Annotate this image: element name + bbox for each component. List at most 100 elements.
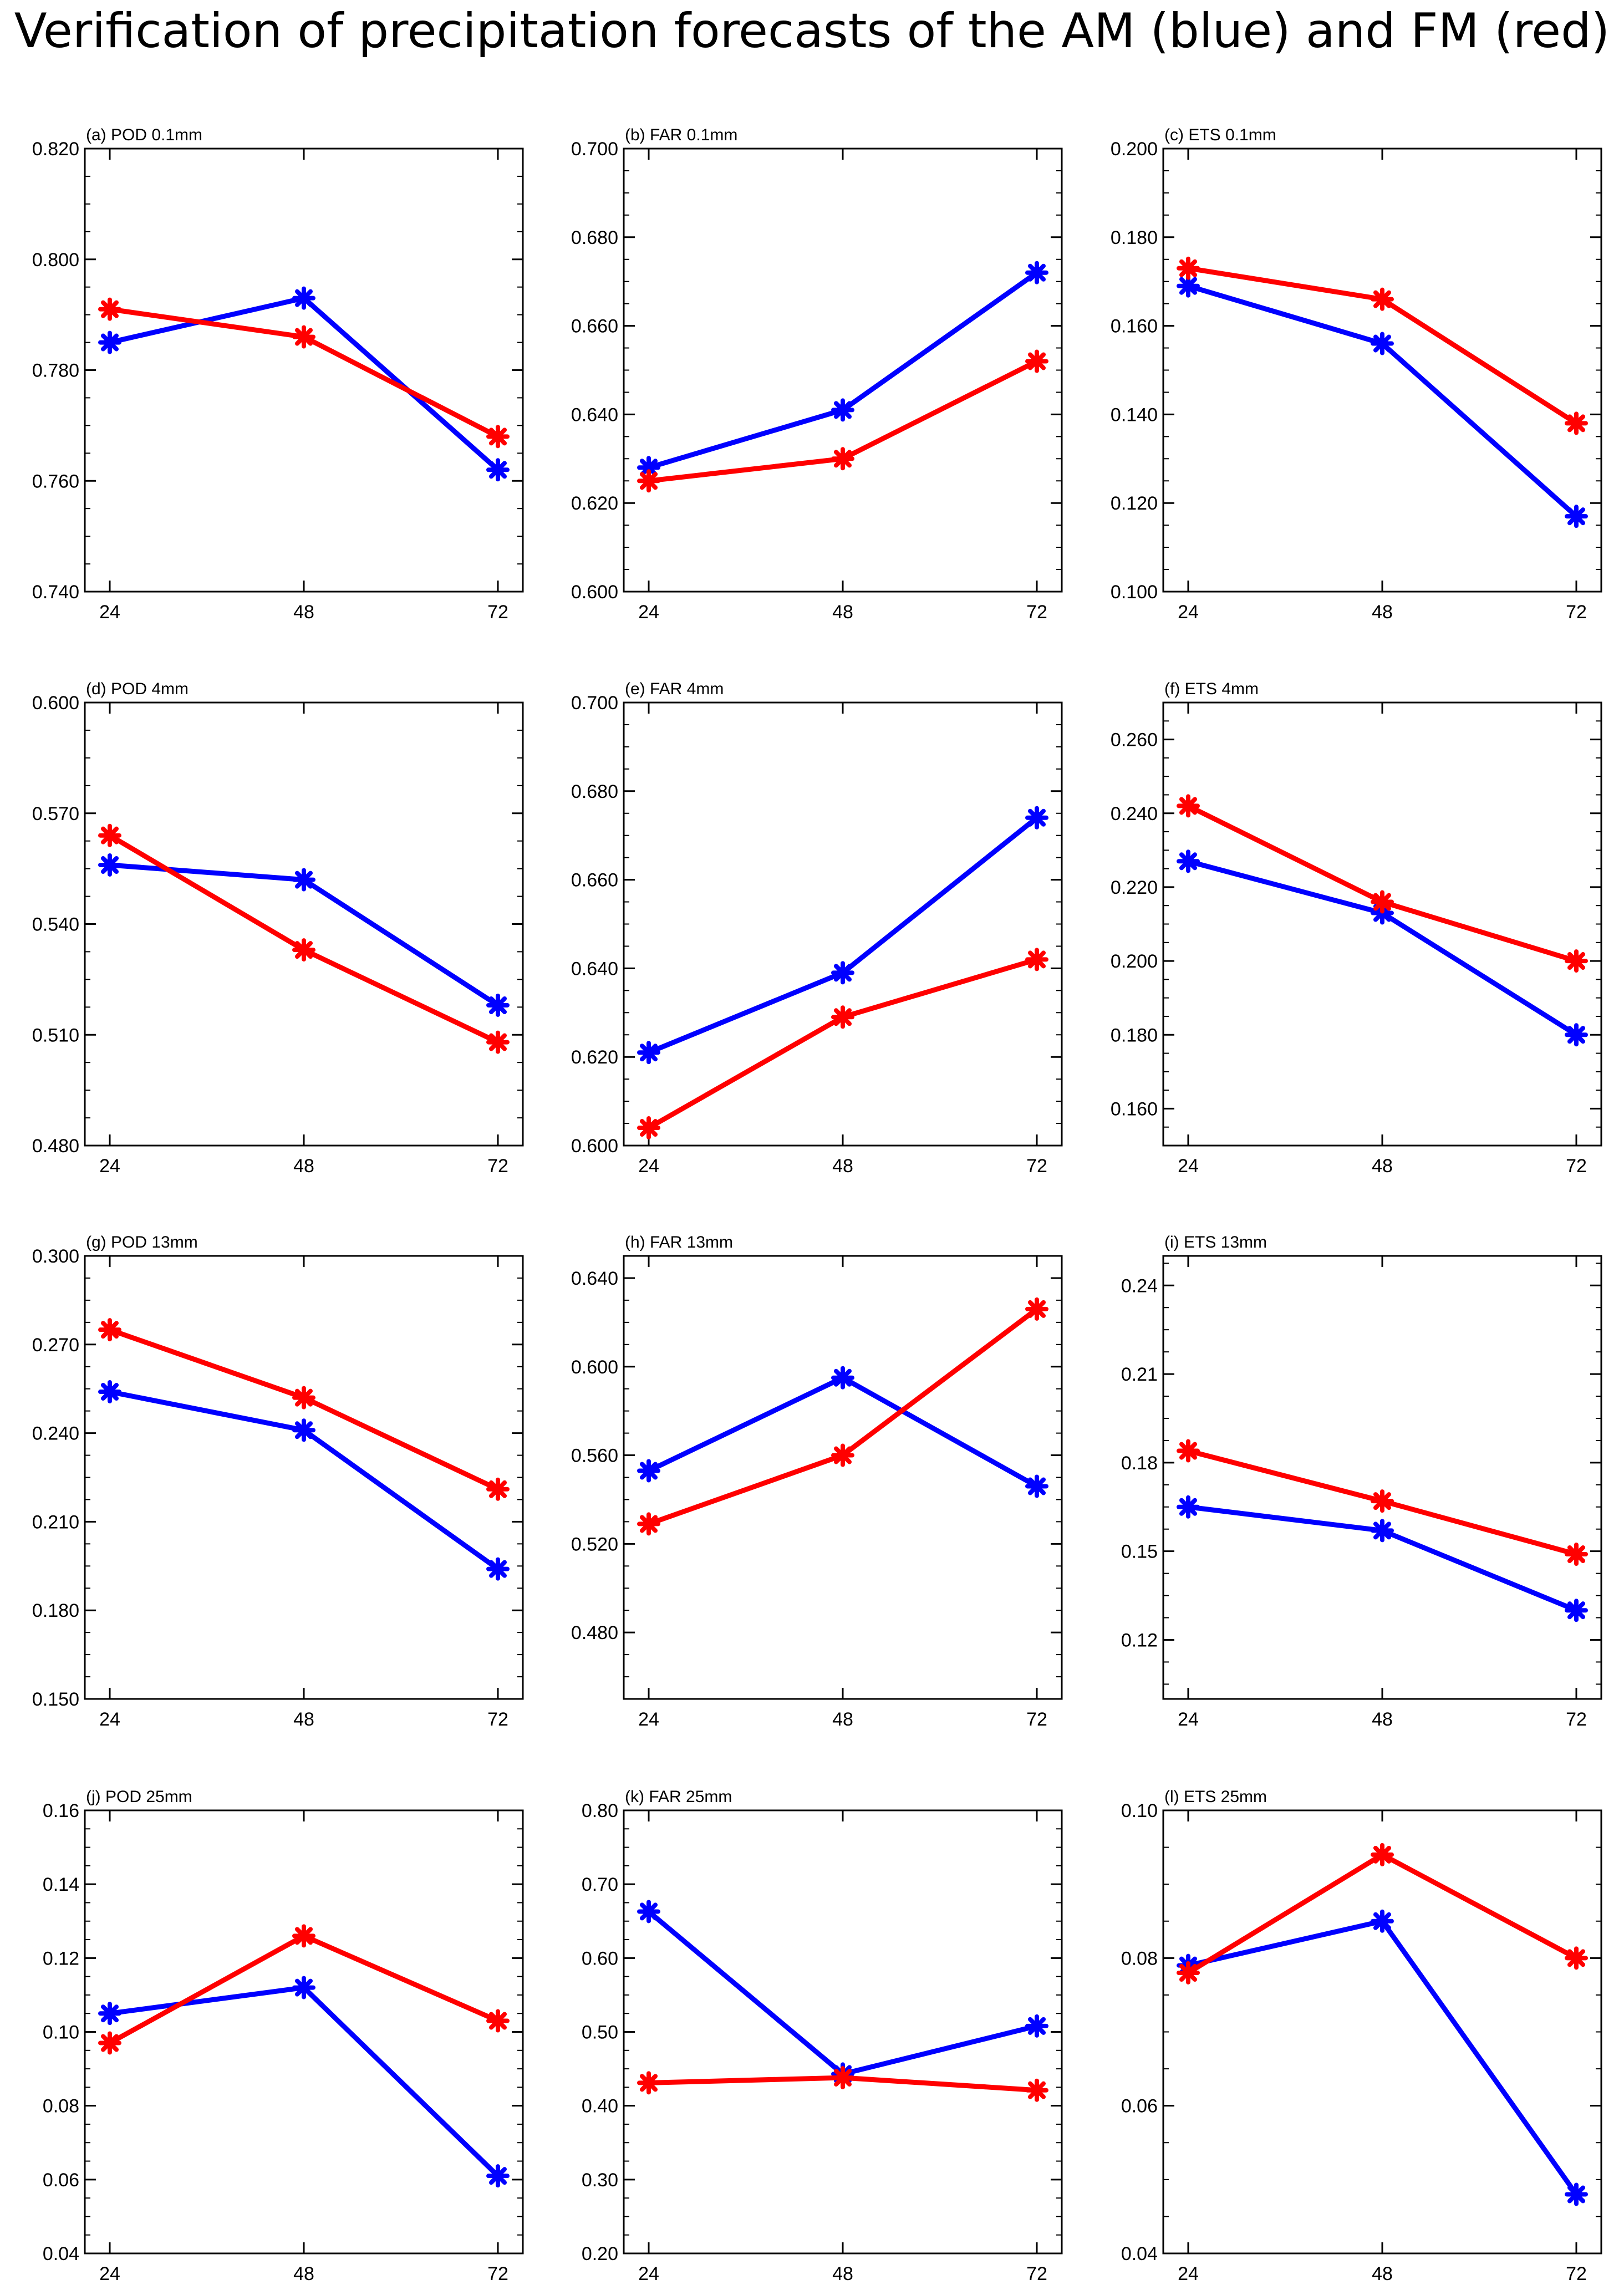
series-line-fm	[648, 1307, 1038, 1526]
y-tick-label: 0.04	[1121, 2243, 1158, 2265]
x-tick-label: 24	[638, 602, 659, 623]
x-tick-label: 48	[832, 1156, 853, 1177]
y-tick-label: 0.220	[1111, 877, 1158, 898]
data-point-fm	[98, 2031, 121, 2055]
y-tick-label: 0.480	[571, 1622, 618, 1643]
x-tick-label: 72	[1566, 1156, 1587, 1177]
x-tick-label: 24	[99, 2263, 120, 2284]
x-tick-label: 72	[1566, 602, 1587, 623]
y-tick-label: 0.180	[32, 1600, 79, 1621]
y-tick-label: 0.620	[571, 493, 618, 514]
y-tick-label: 0.600	[32, 693, 79, 714]
y-tick-label: 0.300	[32, 1246, 79, 1267]
x-tick-label: 48	[1372, 2263, 1393, 2284]
x-tick-label: 72	[1026, 1709, 1047, 1730]
data-point-fm	[1177, 1439, 1200, 1463]
panel-label: (l) ETS 25mm	[1164, 1788, 1267, 1806]
y-tick-label: 0.06	[1121, 2096, 1158, 2117]
data-point-fm	[98, 297, 121, 321]
x-tick-label: 72	[1026, 2263, 1047, 2284]
data-point-fm	[831, 1443, 854, 1467]
y-tick-label: 0.10	[43, 2022, 79, 2043]
y-tick-label: 0.540	[32, 914, 79, 935]
y-tick-label: 0.200	[1111, 139, 1158, 160]
y-tick-label: 0.120	[1111, 493, 1158, 514]
data-point-am	[98, 330, 121, 354]
data-point-fm	[292, 325, 315, 349]
plot-frame	[84, 147, 524, 593]
x-tick-label: 72	[487, 602, 508, 623]
panel-label: (g) POD 13mm	[86, 1233, 198, 1251]
data-point-am	[831, 1366, 854, 1390]
y-tick-label: 0.04	[43, 2243, 79, 2265]
data-point-fm	[1565, 411, 1588, 435]
data-point-am	[486, 1557, 510, 1581]
data-point-fm	[486, 1030, 510, 1054]
y-tick-label: 0.20	[582, 2243, 618, 2265]
data-point-fm	[1025, 349, 1048, 373]
data-point-fm	[1177, 256, 1200, 280]
data-point-am	[98, 1380, 121, 1404]
data-point-am	[1025, 261, 1048, 284]
data-point-fm	[637, 1512, 660, 1536]
plot-frame	[1162, 1809, 1602, 2255]
data-point-fm	[1025, 2078, 1048, 2102]
y-tick-label: 0.210	[32, 1512, 79, 1533]
series-line-am	[109, 1389, 500, 1571]
data-point-fm	[1177, 794, 1200, 818]
data-point-am	[637, 1041, 660, 1065]
y-tick-label: 0.800	[32, 250, 79, 271]
y-tick-label: 0.180	[1111, 1025, 1158, 1046]
series-line-am	[109, 1985, 500, 2178]
data-point-fm	[1565, 1542, 1588, 1566]
panel-3: (c) ETS 0.1mm 0.100 0.120 0.140 0.160 0.180 0.…	[1111, 126, 1602, 623]
data-point-fm	[98, 1318, 121, 1342]
y-tick-label: 0.180	[1111, 227, 1158, 248]
data-point-fm	[637, 469, 660, 493]
y-tick-label: 0.60	[582, 1948, 618, 1969]
x-tick-label: 24	[638, 2263, 659, 2284]
y-tick-label: 0.780	[32, 360, 79, 381]
panel-label: (k) FAR 25mm	[625, 1788, 732, 1806]
data-point-am	[486, 2164, 510, 2188]
y-tick-label: 0.80	[582, 1800, 618, 1821]
series-line-am	[1187, 858, 1578, 1037]
y-tick-label: 0.270	[32, 1335, 79, 1356]
y-tick-label: 0.160	[1111, 1098, 1158, 1119]
y-tick-label: 0.24	[1121, 1275, 1158, 1296]
plot-frame	[623, 701, 1063, 1147]
data-point-am	[1371, 332, 1394, 355]
panel-6: (f) ETS 4mm 0.160 0.180 0.200 0.220 0.240 0.26…	[1111, 680, 1602, 1177]
panel-label: (d) POD 4mm	[86, 680, 189, 698]
y-tick-label: 0.680	[571, 227, 618, 248]
data-point-am	[486, 993, 510, 1017]
panel-5: (e) FAR 4mm 0.600 0.620 0.640 0.660 0.680 0.70…	[571, 680, 1063, 1177]
plot-frame	[1162, 147, 1602, 593]
y-tick-label: 0.21	[1121, 1364, 1158, 1385]
plot-frame	[623, 1809, 1063, 2255]
panel-7: (g) POD 13mm 0.150 0.180 0.210 0.240 0.270 0.3…	[32, 1233, 524, 1730]
series-line-am	[109, 296, 500, 472]
x-tick-label: 48	[293, 602, 314, 623]
y-tick-label: 0.660	[571, 316, 618, 337]
y-tick-label: 0.640	[571, 958, 618, 979]
x-tick-label: 24	[638, 1709, 659, 1730]
y-tick-label: 0.600	[571, 1357, 618, 1378]
series-line-am	[648, 1375, 1038, 1489]
data-point-am	[1025, 1474, 1048, 1498]
x-tick-label: 24	[638, 1156, 659, 1177]
data-point-fm	[1565, 949, 1588, 973]
x-tick-label: 48	[293, 2263, 314, 2284]
y-tick-label: 0.700	[571, 139, 618, 160]
panel-label: (b) FAR 0.1mm	[625, 126, 737, 144]
panel-12: (l) ETS 25mm 0.04 0.06 0.08 0.10 24 48 72	[1121, 1788, 1602, 2284]
y-tick-label: 0.06	[43, 2170, 79, 2191]
x-tick-label: 72	[1566, 2263, 1587, 2284]
data-point-fm	[637, 2071, 660, 2095]
data-point-fm	[1371, 1843, 1394, 1866]
x-tick-label: 72	[1026, 602, 1047, 623]
y-tick-label: 0.12	[1121, 1630, 1158, 1651]
panel-label: (a) POD 0.1mm	[86, 126, 202, 144]
data-point-am	[1565, 1023, 1588, 1047]
data-point-am	[292, 868, 315, 892]
